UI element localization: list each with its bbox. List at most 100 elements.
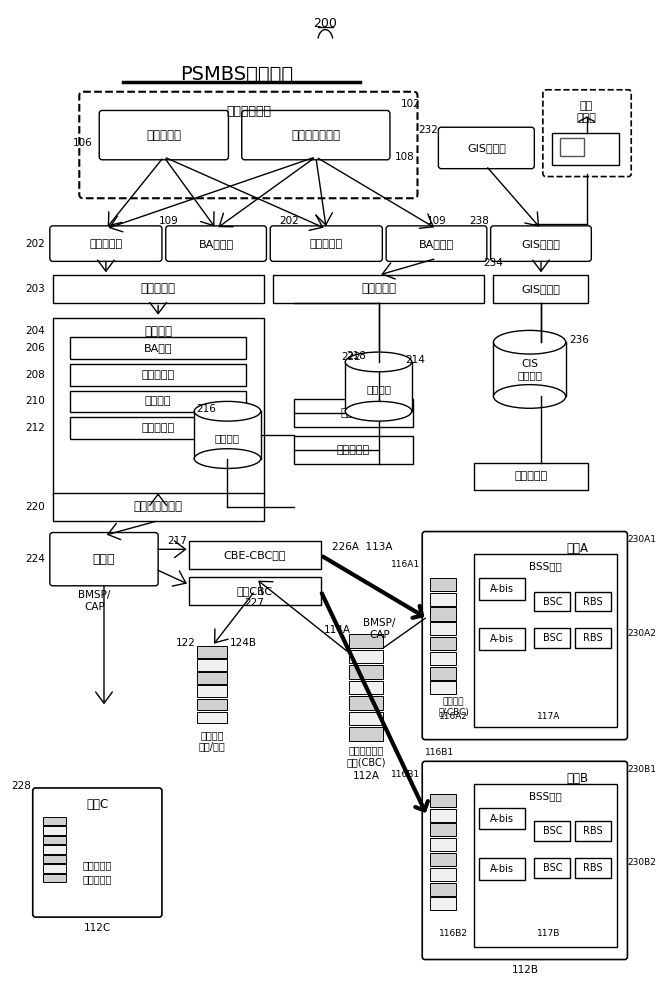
Text: 广播代理商系统: 广播代理商系统 [291,129,340,142]
FancyBboxPatch shape [50,533,158,586]
FancyBboxPatch shape [386,226,487,261]
FancyBboxPatch shape [534,858,571,878]
Ellipse shape [345,352,412,372]
Text: 广播记录: 广播记录 [144,325,172,338]
Text: 网络处理器: 网络处理器 [310,239,343,249]
Text: 池中CBC: 池中CBC [237,586,273,596]
Text: 222: 222 [341,352,361,362]
Ellipse shape [194,401,260,421]
Text: BA处理器: BA处理器 [419,239,454,249]
Text: BSC: BSC [543,633,562,643]
Bar [349,634,384,648]
Text: PSMBS代理系统: PSMBS代理系统 [180,64,294,84]
Text: 230B1: 230B1 [627,765,657,774]
Text: BSS网络: BSS网络 [529,561,562,571]
Bar [430,681,456,694]
Text: BMSP/: BMSP/ [363,618,396,628]
Bar [430,593,456,606]
Text: 状态寄存器: 状态寄存器 [142,423,174,433]
FancyBboxPatch shape [53,318,264,495]
FancyBboxPatch shape [543,90,631,177]
FancyBboxPatch shape [242,110,390,160]
Text: 网络C: 网络C [86,798,109,811]
Text: 200: 200 [314,17,337,30]
Text: 计费子系统: 计费子系统 [337,445,370,455]
Text: RBS: RBS [583,597,603,607]
Text: 124B: 124B [229,638,256,648]
Bar [349,665,384,679]
Bar [430,883,456,896]
FancyBboxPatch shape [491,226,591,261]
Text: 116B1: 116B1 [425,748,454,757]
FancyBboxPatch shape [575,858,611,878]
Text: 114A: 114A [324,625,351,635]
Text: 112B: 112B [511,965,538,975]
Bar [430,809,456,822]
Bar [43,826,66,835]
Bar [43,864,66,873]
Ellipse shape [194,449,260,468]
Text: 208: 208 [25,370,45,380]
FancyBboxPatch shape [273,275,484,303]
Text: 分发器: 分发器 [93,553,115,566]
Text: 236: 236 [569,335,589,345]
Polygon shape [345,362,412,411]
Text: CAP: CAP [369,630,390,640]
FancyBboxPatch shape [480,808,525,829]
Bar [430,637,456,650]
FancyBboxPatch shape [534,592,571,611]
Text: 目标区参数: 目标区参数 [142,370,174,380]
Text: 212: 212 [25,423,45,433]
Text: 报告子系统: 报告子系统 [361,282,396,295]
Text: BSC: BSC [543,863,562,873]
Text: 116B1: 116B1 [391,770,420,779]
Bar [430,853,456,866]
Text: BMSP/: BMSP/ [79,590,111,600]
Bar [43,845,66,854]
Text: 系统/输出: 系统/输出 [199,742,226,752]
Text: 117B: 117B [537,929,560,938]
Bar [349,696,384,710]
Text: A-bis: A-bis [490,864,514,874]
Text: 网络处理器: 网络处理器 [89,239,123,249]
Text: 108: 108 [395,152,414,162]
Text: 网守管理: 网守管理 [340,408,366,418]
Text: CBE-CBC接口: CBE-CBC接口 [224,550,286,560]
Ellipse shape [345,401,412,421]
Text: 接收器: 接收器 [577,113,597,123]
Text: GIS处理器: GIS处理器 [521,284,560,294]
Text: A-bis: A-bis [490,584,514,594]
Text: 准入控制子系统: 准入控制子系统 [134,500,182,513]
Text: 224: 224 [25,554,45,564]
Text: 226A  113A: 226A 113A [332,542,392,552]
Text: 228: 228 [11,781,31,791]
Text: 230A1: 230A1 [627,535,657,544]
Text: 109: 109 [159,216,178,226]
FancyBboxPatch shape [534,821,571,841]
Bar [43,855,66,863]
Polygon shape [194,411,260,459]
Text: 122: 122 [175,638,195,648]
Text: 220: 220 [25,502,45,512]
FancyBboxPatch shape [190,541,320,569]
Text: 反馈处理器: 反馈处理器 [515,471,548,481]
Text: CIS: CIS [521,359,538,369]
Text: 消息参数: 消息参数 [145,396,171,406]
Bar [197,685,228,697]
Text: 112C: 112C [84,923,111,933]
Ellipse shape [494,385,565,408]
FancyBboxPatch shape [70,417,246,439]
Bar [430,794,456,807]
Text: 206: 206 [25,343,45,353]
Bar [430,667,456,680]
Text: 230A2: 230A2 [627,629,656,638]
Bar [430,838,456,851]
FancyBboxPatch shape [294,436,413,464]
Text: 中心(CBC): 中心(CBC) [346,757,386,767]
FancyBboxPatch shape [575,592,611,611]
Bar [349,681,384,694]
FancyBboxPatch shape [480,578,525,600]
Text: 230B2: 230B2 [627,858,656,867]
Text: GIS处理器: GIS处理器 [521,239,560,249]
FancyBboxPatch shape [494,275,589,303]
